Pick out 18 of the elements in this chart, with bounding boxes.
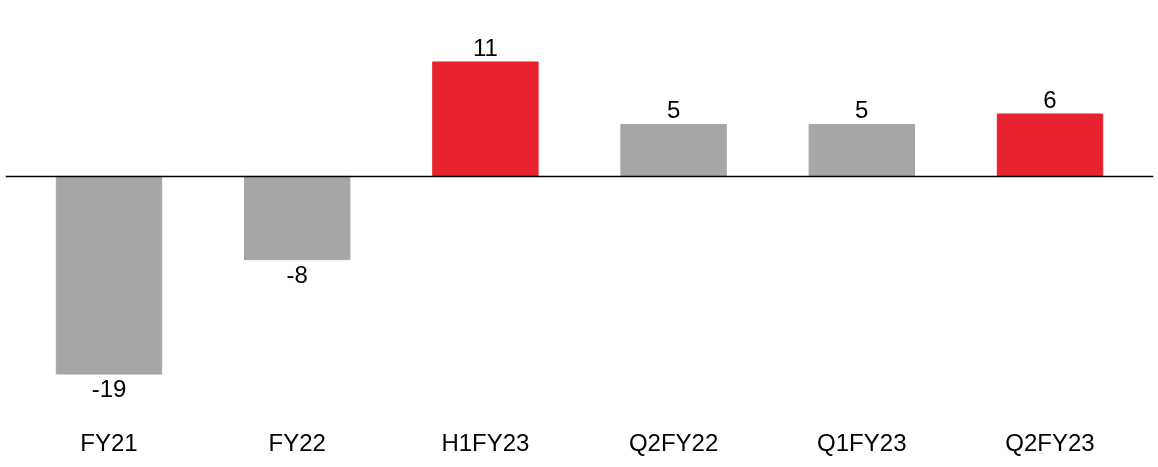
bar bbox=[996, 113, 1104, 177]
x-tick-label: Q2FY22 bbox=[628, 428, 719, 456]
x-tick-label: H1FY23 bbox=[441, 428, 530, 456]
bar bbox=[620, 123, 727, 177]
data-label: 11 bbox=[472, 33, 498, 61]
data-label: 5 bbox=[666, 96, 681, 124]
data-label: 5 bbox=[855, 96, 869, 124]
data-label: -8 bbox=[286, 260, 308, 288]
x-tick-label: Q2FY23 bbox=[1005, 428, 1095, 456]
bar bbox=[55, 175, 163, 375]
bar bbox=[432, 61, 539, 177]
x-tick-label: FY21 bbox=[80, 428, 138, 456]
data-label: 6 bbox=[1043, 85, 1057, 113]
bar bbox=[808, 123, 915, 177]
bar bbox=[244, 175, 351, 261]
x-tick-label: FY22 bbox=[268, 428, 326, 456]
x-tick-label: Q1FY23 bbox=[817, 428, 907, 456]
data-label: -19 bbox=[91, 375, 127, 403]
